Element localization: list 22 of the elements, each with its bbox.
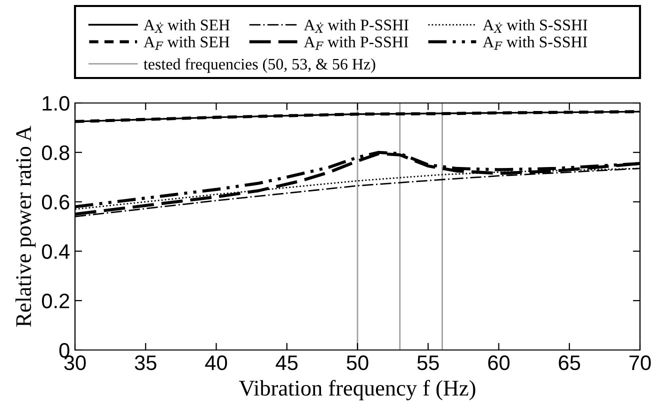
x-tick-label: 40 bbox=[205, 355, 228, 370]
y-tick-label: 1.0 bbox=[42, 96, 70, 111]
y-tick-label: 0.6 bbox=[42, 194, 70, 210]
x-tick-label: 55 bbox=[417, 356, 439, 370]
legend-label: A$_{Ẋ}$ with SEH bbox=[144, 19, 230, 33]
y-tick-label: 0.8 bbox=[42, 145, 70, 160]
x-axis-title: Vibration frequency f (Hz) bbox=[239, 380, 476, 400]
y-tick-label: 0.4 bbox=[42, 244, 70, 259]
y-tick-label: 0.2 bbox=[42, 294, 70, 308]
x-tick-label: 70 bbox=[629, 355, 651, 370]
legend-label: A$_{Ẋ}$ with P-SSHI bbox=[304, 19, 408, 33]
legend-label: A$_{Ẋ}$ with S-SSHI bbox=[482, 19, 588, 33]
legend-label: tested frequencies (50, 53, & 56 Hz) bbox=[144, 58, 376, 73]
x-tick-label: 65 bbox=[558, 355, 580, 370]
legend-label: A$_{F}$ with P-SSHI bbox=[304, 36, 408, 50]
x-tick-label: 60 bbox=[488, 355, 510, 370]
x-tick-label: 50 bbox=[346, 355, 368, 370]
x-tick-label: 35 bbox=[134, 355, 156, 370]
legend-label: A$_{F}$ with SEH bbox=[144, 36, 230, 50]
y-axis-title: Relative power ratio A bbox=[15, 126, 36, 327]
legend-label: A$_{F}$ with S-SSHI bbox=[482, 36, 588, 50]
x-tick-label: 45 bbox=[276, 356, 298, 370]
